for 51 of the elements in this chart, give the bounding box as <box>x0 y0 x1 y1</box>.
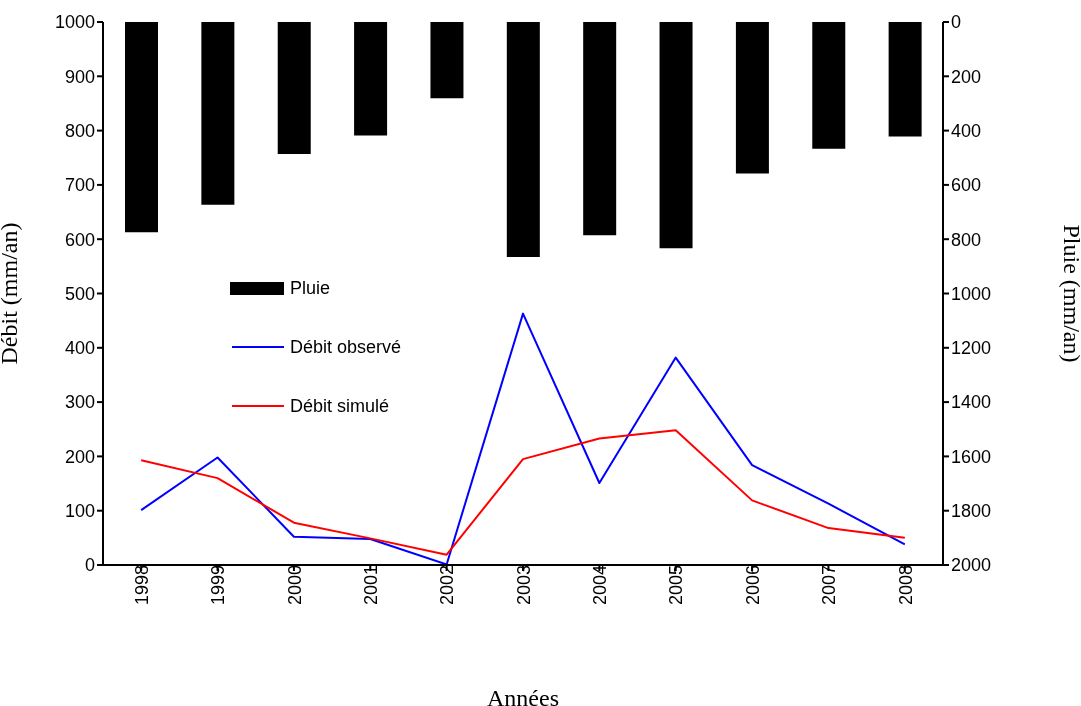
line-series <box>140 312 906 565</box>
y-tick-label: 900 <box>64 66 95 87</box>
y2-tick-label: 1800 <box>951 501 992 522</box>
y-tick-label: 400 <box>64 338 95 359</box>
y-tick-label: 0 <box>84 555 95 576</box>
y2-tick-label: 1600 <box>951 446 992 467</box>
y2-axis-title: Pluie (mm/an) <box>1059 224 1081 363</box>
bar <box>430 22 464 99</box>
bar <box>354 22 388 136</box>
y-tick-label: 1000 <box>54 12 95 33</box>
bar <box>659 22 693 249</box>
x-tick-label: 1998 <box>131 565 152 606</box>
y-tick-label: 200 <box>64 446 95 467</box>
bar <box>506 22 540 258</box>
y2-tick-label: 200 <box>951 66 982 87</box>
y2-tick-label: 1400 <box>951 392 992 413</box>
y-tick-label: 600 <box>64 229 95 250</box>
legend-label: Pluie <box>290 277 331 299</box>
y2-tick-label: 0 <box>951 12 962 33</box>
x-tick-label: 2005 <box>666 565 687 606</box>
x-tick-label: 2003 <box>513 565 534 606</box>
y-tick-label: 100 <box>64 501 95 522</box>
x-tick-label: 2002 <box>437 565 458 606</box>
y-axis-title: Débit (mm/an) <box>0 222 22 365</box>
y2-tick-label: 600 <box>951 175 982 196</box>
x-tick-label: 2008 <box>895 565 916 606</box>
y-tick-label: 800 <box>64 120 95 141</box>
bar <box>812 22 846 149</box>
bar <box>201 22 235 205</box>
bar <box>583 22 617 236</box>
x-tick-label: 2006 <box>742 565 763 606</box>
y2-tick-label: 1000 <box>951 283 992 304</box>
legend-label: Débit simulé <box>290 395 390 417</box>
bar <box>735 22 769 174</box>
line-series <box>140 429 906 556</box>
x-tick-label: 2004 <box>590 565 611 606</box>
y-tick-label: 500 <box>64 283 95 304</box>
y2-tick-label: 800 <box>951 229 982 250</box>
y2-tick-label: 1200 <box>951 338 992 359</box>
y-tick-label: 300 <box>64 392 95 413</box>
x-tick-label: 2001 <box>361 565 382 606</box>
bar <box>888 22 922 137</box>
x-axis-title: Années <box>487 685 559 706</box>
legend-label: Débit observé <box>290 336 402 358</box>
bar <box>125 22 158 233</box>
y2-tick-label: 400 <box>951 120 982 141</box>
x-tick-label: 2000 <box>284 565 305 606</box>
bar <box>277 22 311 154</box>
x-tick-label: 2007 <box>819 565 840 606</box>
x-tick-label: 1999 <box>208 565 229 606</box>
y-tick-label: 700 <box>64 175 95 196</box>
